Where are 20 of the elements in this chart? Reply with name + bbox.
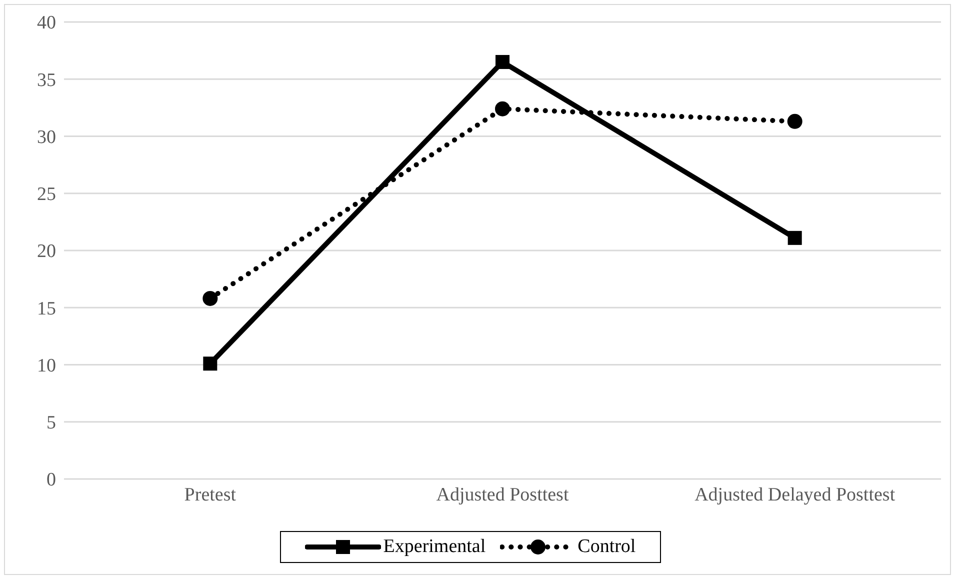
y-tick-label: 5 [46,412,56,434]
point [203,356,218,371]
legend-label: Control [578,536,636,558]
point [495,101,510,116]
y-tick-label: 20 [37,241,56,262]
y-tick-label: 10 [37,355,56,376]
x-tick-label: Adjusted Posttest [436,484,570,506]
point [202,290,218,306]
y-tick-label: 40 [37,12,56,34]
point [788,230,802,245]
point [787,114,802,129]
x-tick-label: Pretest [184,484,237,506]
y-tick-label: 0 [46,470,56,491]
y-tick-label: 15 [37,298,56,320]
legend-label: Experimental [383,536,486,558]
point [496,54,510,69]
y-tick-label: 30 [37,126,56,148]
x-tick-label: Adjusted Delayed Posttest [694,484,896,506]
y-tick-label: 35 [37,70,56,91]
y-tick-label: 25 [37,184,56,206]
